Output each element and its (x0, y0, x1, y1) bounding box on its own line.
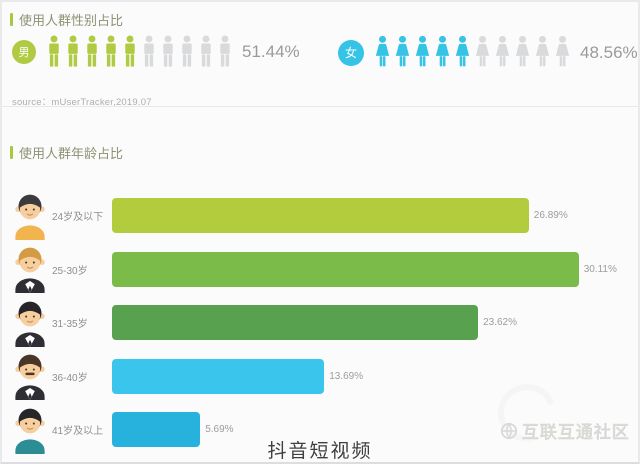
watermark-globe-icon (500, 422, 518, 439)
female-group: 女 48.56% (338, 35, 638, 70)
age-bar-percent: 30.11% (583, 263, 617, 275)
female-person-icon (515, 35, 530, 67)
age-section-title-text: 使用人群年龄占比 (19, 146, 124, 161)
section-divider (2, 106, 638, 107)
male-percent: 51.44% (242, 42, 300, 61)
male-badge: 男 (12, 40, 36, 64)
female-person-icon (375, 35, 390, 67)
female-person-icon (475, 35, 490, 67)
age-label: 31-35岁 (52, 319, 88, 331)
male-person-icon (125, 35, 135, 67)
age-label: 36-40岁 (52, 372, 88, 384)
teal-shirt-man-avatar (10, 406, 50, 454)
gender-section-title-text: 使用人群性别占比 (19, 13, 124, 28)
age-bar-percent: 23.62% (483, 317, 518, 329)
watermark-text: 互联互通社区 (522, 423, 630, 442)
title-accent-bar (10, 146, 13, 159)
female-badge: 女 (338, 39, 364, 66)
male-person-icon (220, 35, 230, 67)
age-row: 41岁及以上 5.69% (10, 403, 630, 457)
male-pictograph-icons (46, 35, 233, 69)
age-label: 41岁及以上 (52, 426, 104, 438)
male-person-icon (144, 35, 154, 67)
young-boy-avatar (10, 192, 50, 240)
male-person-icon (201, 35, 211, 67)
age-row: 25-30岁 30.11% (10, 243, 630, 297)
title-accent-bar (10, 13, 13, 26)
male-person-icon (163, 35, 173, 67)
source-note: source：mUserTracker,2019.07 (12, 97, 152, 108)
male-person-icon (106, 35, 116, 67)
age-row: 36-40岁 13.69% (10, 350, 630, 404)
female-person-icon (395, 35, 410, 67)
male-person-icon (49, 35, 59, 67)
female-person-icon (415, 35, 430, 67)
age-label: 24岁及以下 (52, 212, 104, 224)
watermark: 互联互通社区 (500, 418, 630, 443)
male-group: 男 51.44% (12, 35, 300, 69)
age-bar-percent: 13.69% (329, 370, 364, 382)
age-bar (112, 251, 579, 287)
age-label: 25-30岁 (52, 265, 88, 277)
age-bar (112, 412, 201, 448)
blonde-man-suit-avatar (10, 245, 50, 294)
female-person-icon (455, 35, 470, 67)
male-person-icon (182, 35, 192, 67)
age-bar (112, 198, 529, 234)
female-percent: 48.56% (580, 42, 638, 62)
age-bar (112, 305, 479, 341)
male-person-icon (68, 35, 78, 67)
female-pictograph-icons (374, 35, 571, 70)
female-person-icon (435, 35, 450, 67)
age-bar-chart: 24岁及以下 26.89% 25-30岁 30.11% 31-35岁 23.62… (10, 189, 630, 457)
gender-section-title: 使用人群性别占比 (10, 10, 123, 29)
male-person-icon (87, 35, 97, 67)
age-bar (112, 358, 325, 394)
chart-footer-title: 抖音短视频 (267, 440, 373, 462)
black-hair-man-suit-avatar (10, 299, 50, 347)
age-row: 24岁及以下 26.89% (10, 189, 630, 243)
age-section-title: 使用人群年龄占比 (10, 143, 123, 162)
age-bar-percent: 5.69% (205, 424, 234, 436)
age-row: 31-35岁 23.62% (10, 296, 630, 350)
age-bar-percent: 26.89% (533, 210, 568, 222)
female-person-icon (535, 35, 550, 67)
mustache-man-suit-avatar (10, 352, 50, 401)
female-person-icon (495, 35, 510, 67)
female-person-icon (555, 35, 570, 67)
